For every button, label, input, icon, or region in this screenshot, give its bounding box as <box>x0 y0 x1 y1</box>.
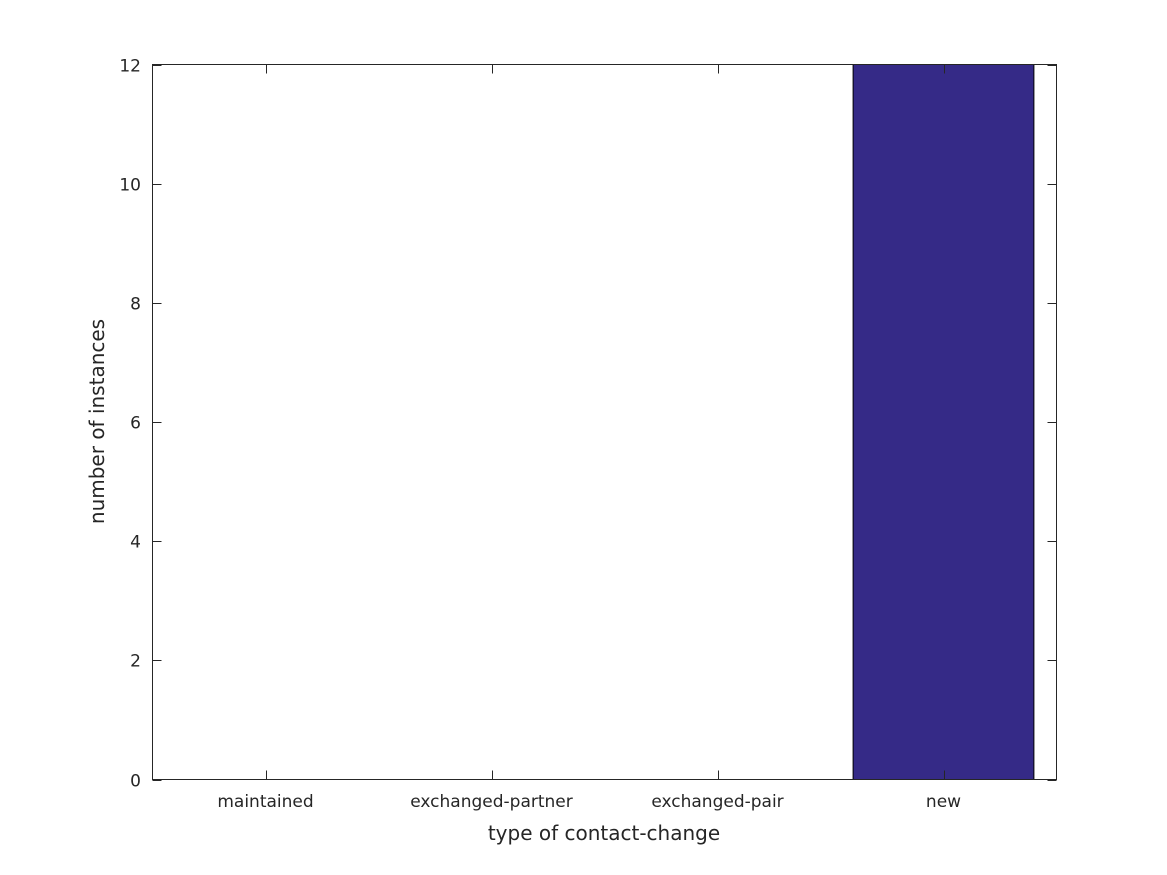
x-tick-label: new <box>926 792 961 812</box>
y-tick-label: 4 <box>130 533 141 553</box>
y-tick-label: 6 <box>130 414 141 434</box>
x-tick-label: exchanged-partner <box>410 792 573 812</box>
x-tick-label: maintained <box>217 792 313 812</box>
bar-new <box>852 64 1035 780</box>
y-tick-label: 12 <box>119 57 141 77</box>
y-tick-label: 10 <box>119 176 141 196</box>
y-tick-label: 2 <box>130 652 141 672</box>
x-axis-label: type of contact-change <box>488 821 720 845</box>
y-tick-label: 8 <box>130 295 141 315</box>
y-axis-label: number of instances <box>85 319 109 524</box>
y-tick-label: 0 <box>130 772 141 792</box>
x-tick-label: exchanged-pair <box>651 792 783 812</box>
